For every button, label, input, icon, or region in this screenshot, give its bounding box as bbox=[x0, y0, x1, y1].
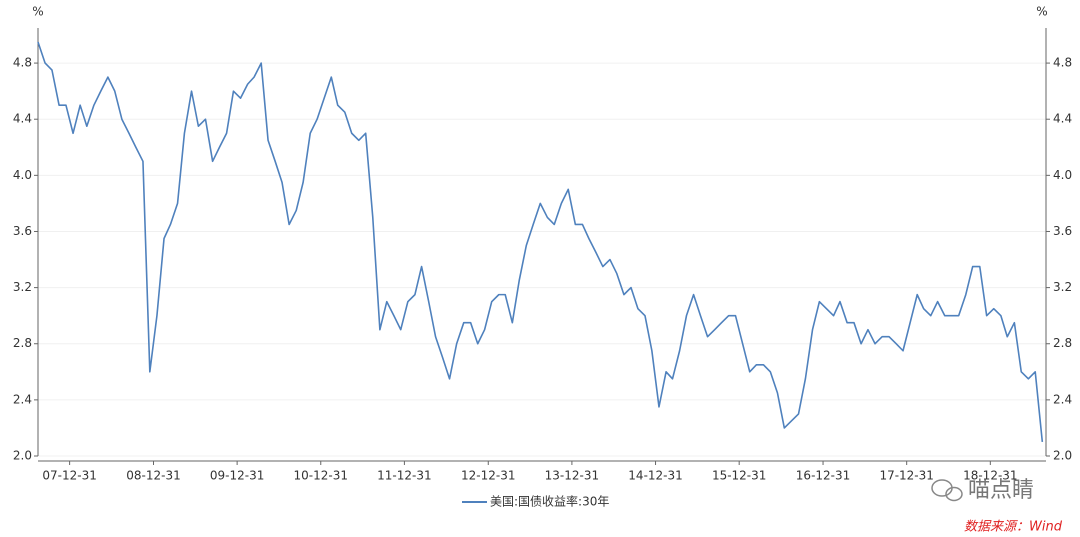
x-tick-label: 11-12-31 bbox=[377, 469, 431, 483]
x-tick-label: 14-12-31 bbox=[628, 469, 682, 483]
y2-tick-label: 4.8 bbox=[1053, 56, 1072, 70]
y2-tick-label: 2.4 bbox=[1053, 392, 1072, 406]
y-tick-label: 3.2 bbox=[13, 280, 32, 294]
x-tick-label: 15-12-31 bbox=[712, 469, 766, 483]
y-tick-label: 3.6 bbox=[13, 224, 32, 238]
watermark-icon bbox=[931, 479, 963, 502]
series-line bbox=[37, 41, 1044, 443]
y-tick-label: 4.0 bbox=[13, 168, 32, 182]
y-tick-label: 2.0 bbox=[13, 449, 32, 463]
y-tick-label: 2.4 bbox=[13, 392, 32, 406]
x-tick-label: 16-12-31 bbox=[796, 469, 850, 483]
y2-tick-label: 3.2 bbox=[1053, 280, 1072, 294]
x-tick-label: 18-12-31 bbox=[963, 469, 1017, 483]
y2-tick-label: 4.0 bbox=[1053, 168, 1072, 182]
y-tick-label: 2.8 bbox=[13, 336, 32, 350]
x-tick-label: 12-12-31 bbox=[461, 469, 515, 483]
y2-tick-label: 2.0 bbox=[1053, 449, 1072, 463]
y2-tick-label: 4.4 bbox=[1053, 112, 1072, 126]
y2-tick-label: 3.6 bbox=[1053, 224, 1072, 238]
x-tick-label: 17-12-31 bbox=[879, 469, 933, 483]
y-tick-label: 4.4 bbox=[13, 112, 32, 126]
source: 数据来源：Wind bbox=[964, 520, 1063, 535]
x-tick-label: 13-12-31 bbox=[545, 469, 599, 483]
y2-unit: % bbox=[1036, 5, 1047, 19]
y-tick-label: 4.8 bbox=[13, 56, 32, 70]
y2-tick-label: 2.8 bbox=[1053, 336, 1072, 350]
x-tick-label: 07-12-31 bbox=[42, 469, 96, 483]
x-tick-label: 09-12-31 bbox=[210, 469, 264, 483]
x-tick-label: 08-12-31 bbox=[126, 469, 180, 483]
y-unit: % bbox=[32, 5, 43, 19]
x-tick-label: 10-12-31 bbox=[294, 469, 348, 483]
legend-label: 美国:国债收益率:30年 bbox=[490, 494, 609, 509]
watermark: 喵点睛 bbox=[968, 478, 1034, 503]
